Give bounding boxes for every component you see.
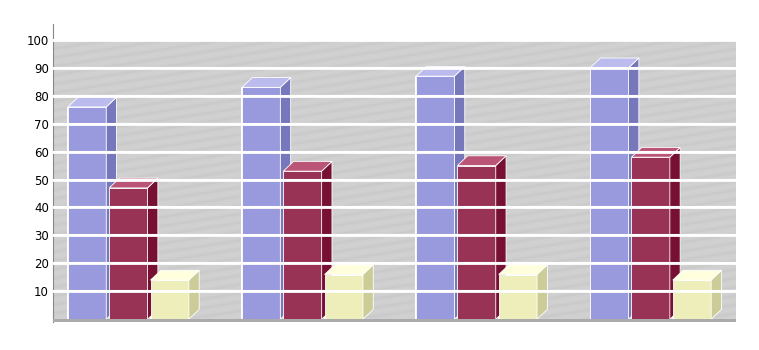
Bar	[415, 76, 455, 319]
Polygon shape	[363, 265, 373, 319]
Polygon shape	[189, 270, 199, 319]
Polygon shape	[628, 58, 639, 319]
Polygon shape	[283, 161, 332, 171]
Bar	[631, 157, 670, 319]
Bar	[325, 274, 363, 319]
Bar	[68, 107, 106, 319]
Bar	[109, 188, 147, 319]
Bar	[458, 166, 496, 319]
Polygon shape	[325, 265, 373, 274]
Polygon shape	[280, 78, 291, 319]
Polygon shape	[147, 178, 158, 319]
Polygon shape	[242, 78, 291, 88]
Bar	[109, 188, 148, 319]
Polygon shape	[672, 270, 722, 280]
Polygon shape	[109, 178, 158, 188]
Polygon shape	[670, 147, 680, 319]
Bar	[324, 274, 364, 319]
Polygon shape	[416, 66, 465, 76]
Bar	[68, 107, 107, 319]
Bar	[242, 88, 280, 319]
Bar	[499, 274, 537, 319]
Polygon shape	[496, 156, 506, 319]
Bar	[150, 280, 189, 319]
Bar	[241, 88, 281, 319]
Bar	[672, 280, 711, 319]
Polygon shape	[711, 270, 722, 319]
Polygon shape	[455, 66, 465, 319]
Bar	[53, 319, 759, 322]
Polygon shape	[631, 147, 680, 157]
Polygon shape	[150, 270, 199, 280]
Polygon shape	[106, 97, 117, 319]
Polygon shape	[499, 265, 547, 274]
Polygon shape	[591, 58, 639, 68]
Bar	[150, 280, 190, 319]
Bar	[498, 274, 537, 319]
Bar	[590, 68, 629, 319]
Bar	[282, 171, 323, 319]
Polygon shape	[68, 97, 117, 107]
Polygon shape	[736, 316, 747, 322]
Bar	[283, 171, 322, 319]
Polygon shape	[458, 156, 506, 166]
Bar	[631, 157, 670, 319]
Bar	[457, 166, 496, 319]
Bar	[672, 280, 712, 319]
Bar	[591, 68, 628, 319]
Polygon shape	[322, 161, 332, 319]
Polygon shape	[537, 265, 547, 319]
Bar	[416, 76, 455, 319]
